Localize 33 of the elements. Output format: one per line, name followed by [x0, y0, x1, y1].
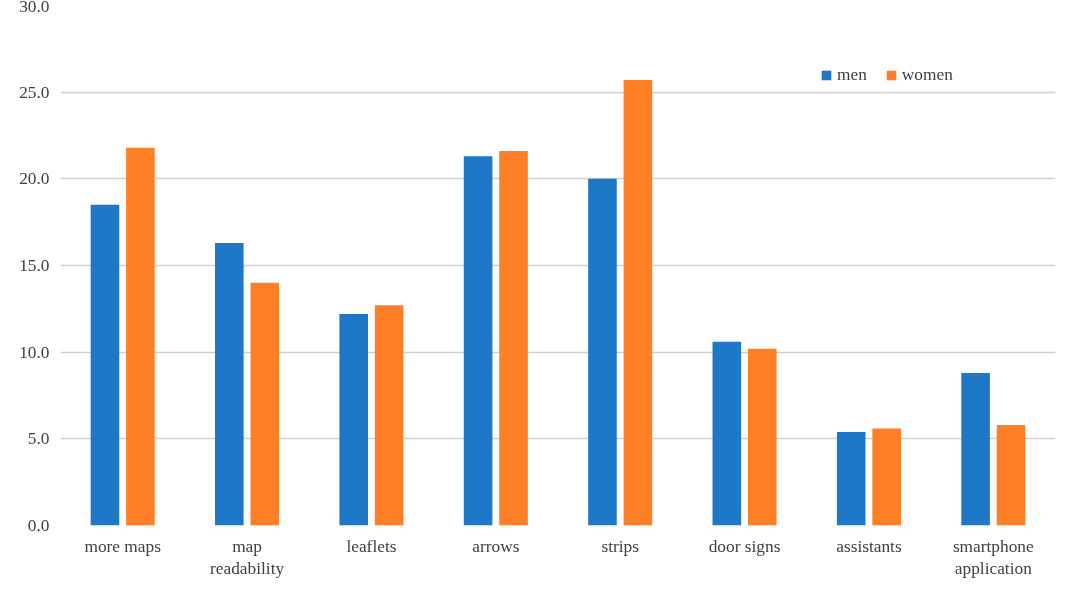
bar — [623, 80, 653, 526]
legend-label: men — [837, 65, 867, 85]
x-tick-label: assistants — [836, 536, 902, 556]
legend-label: women — [901, 65, 953, 85]
y-tick-label: 0.0 — [27, 516, 50, 535]
y-tick-label: 20.0 — [19, 169, 50, 189]
x-tick-label: map readability — [210, 536, 285, 579]
bar — [90, 204, 120, 526]
y-tick-label: 25.0 — [19, 82, 50, 102]
x-tick-label: door signs — [708, 536, 781, 556]
y-tick-label: 5.0 — [27, 429, 50, 449]
bar — [126, 147, 155, 526]
bar — [588, 178, 617, 526]
x-tick-label: leaflets — [346, 536, 397, 556]
bar — [215, 242, 244, 526]
x-tick-label: more maps — [84, 536, 162, 556]
bar — [339, 314, 369, 526]
bar — [872, 428, 901, 526]
bar — [250, 282, 280, 526]
bar — [747, 348, 777, 526]
bar — [712, 341, 742, 526]
bar — [374, 305, 404, 526]
y-tick-label: 10.0 — [19, 342, 50, 362]
bar — [961, 372, 990, 526]
bar — [499, 151, 528, 526]
x-tick-label: strips — [601, 536, 640, 556]
bar — [836, 431, 866, 526]
bar — [996, 424, 1026, 526]
x-tick-label: arrows — [472, 536, 520, 556]
x-tick-label: smartphone application — [952, 536, 1035, 579]
y-tick-label: 15.0 — [19, 256, 50, 275]
y-tick-label: 30.0 — [19, 0, 50, 16]
bar — [463, 156, 493, 526]
